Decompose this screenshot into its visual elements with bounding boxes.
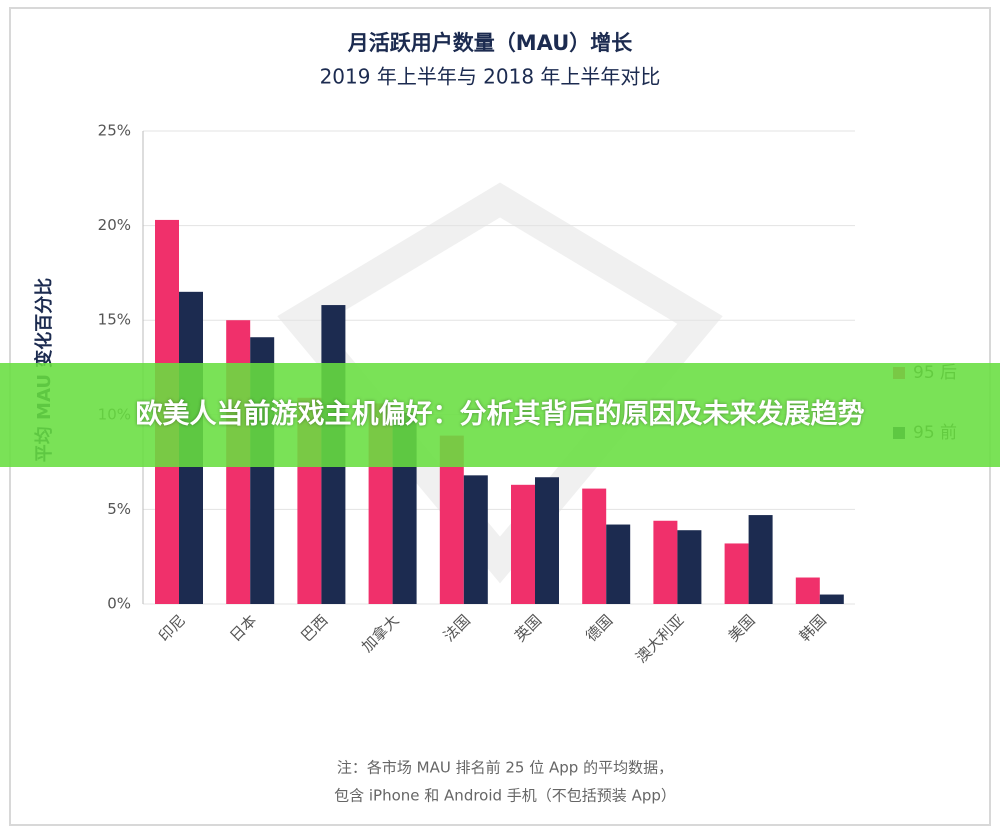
bar <box>724 543 749 604</box>
bar <box>677 530 702 604</box>
bar <box>463 475 488 604</box>
bar <box>748 515 773 604</box>
bar <box>795 577 820 604</box>
bar <box>535 477 559 604</box>
y-tick-label: 15% <box>98 311 131 329</box>
chart-subtitle: 2019 年上半年与 2018 年上半年对比 <box>320 65 661 89</box>
banner: 欧美人当前游戏主机偏好：分析其背后的原因及未来发展趋势 <box>0 363 1000 467</box>
bar <box>582 488 607 604</box>
note: 注：各市场 MAU 排名前 25 位 App 的平均数据， <box>337 759 673 777</box>
bar <box>606 524 631 604</box>
note: 包含 iPhone 和 Android 手机（不包括预装 App） <box>334 787 676 805</box>
y-tick-label: 25% <box>98 122 131 140</box>
banner-text: 欧美人当前游戏主机偏好：分析其背后的原因及未来发展趋势 <box>135 399 865 430</box>
bar <box>511 484 535 604</box>
bar <box>819 594 844 604</box>
y-tick-label: 0% <box>107 595 131 613</box>
y-tick-label: 20% <box>98 216 131 234</box>
y-tick-label: 5% <box>107 500 131 518</box>
bar <box>653 520 678 604</box>
chart-title: 月活跃用户数量（MAU）增长 <box>347 31 634 55</box>
watermark <box>277 182 723 584</box>
